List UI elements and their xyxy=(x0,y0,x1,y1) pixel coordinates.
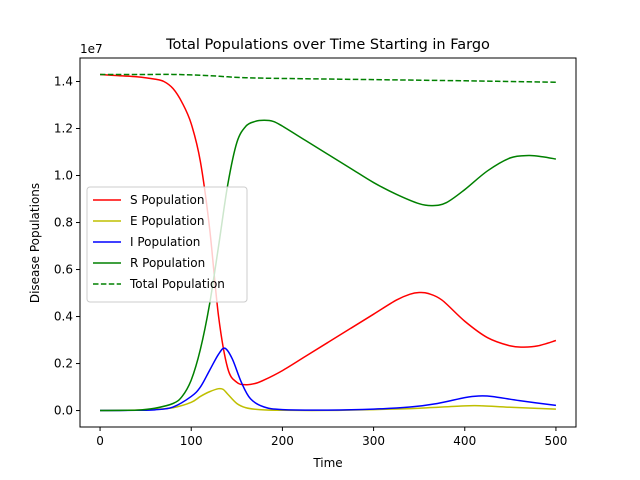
x-tick-label: 400 xyxy=(453,434,476,448)
x-tick-label: 200 xyxy=(271,434,294,448)
y-tick-label: 0.2 xyxy=(54,357,73,371)
y-tick-label: 1.2 xyxy=(54,122,73,136)
series-line-i-population xyxy=(100,347,557,412)
x-tick-label: 100 xyxy=(180,434,203,448)
y-tick-label: 0.4 xyxy=(54,310,73,324)
series-line-e-population xyxy=(100,387,556,412)
y-tick-label: 0.6 xyxy=(54,263,73,277)
legend-label: E Population xyxy=(130,214,204,228)
x-axis-title: Time xyxy=(312,456,342,470)
series-layer xyxy=(100,73,557,412)
y-axis-ticks: 0.0 0.2 0.4 0.6 0.8 1.0 1.2 1.4 xyxy=(54,75,80,418)
series-line-r-population xyxy=(100,119,557,412)
y-axis-offset-label: 1e7 xyxy=(80,42,103,56)
y-tick-label: 0.0 xyxy=(54,404,73,418)
x-tick-label: 500 xyxy=(544,434,567,448)
plot-area-frame xyxy=(79,57,577,428)
legend-label: R Population xyxy=(130,256,205,270)
legend-label: I Population xyxy=(130,235,200,249)
legend: S Population E Population I Population R Po… xyxy=(86,186,248,303)
legend-label: S Population xyxy=(130,193,204,207)
series-line-total-population xyxy=(100,73,556,83)
x-tick-label: 0 xyxy=(96,434,104,448)
y-tick-label: 1.4 xyxy=(54,75,73,89)
series-line-s-population xyxy=(100,73,557,386)
legend-label: Total Population xyxy=(129,277,225,291)
chart-title: Total Populations over Time Starting in … xyxy=(165,37,490,53)
x-axis-ticks: 0 100 200 300 400 500 xyxy=(96,427,567,448)
y-axis-title: Disease Populations xyxy=(28,183,42,303)
legend-frame xyxy=(86,186,248,303)
y-tick-label: 1.0 xyxy=(54,169,73,183)
x-tick-label: 300 xyxy=(362,434,385,448)
y-tick-label: 0.8 xyxy=(54,216,73,230)
